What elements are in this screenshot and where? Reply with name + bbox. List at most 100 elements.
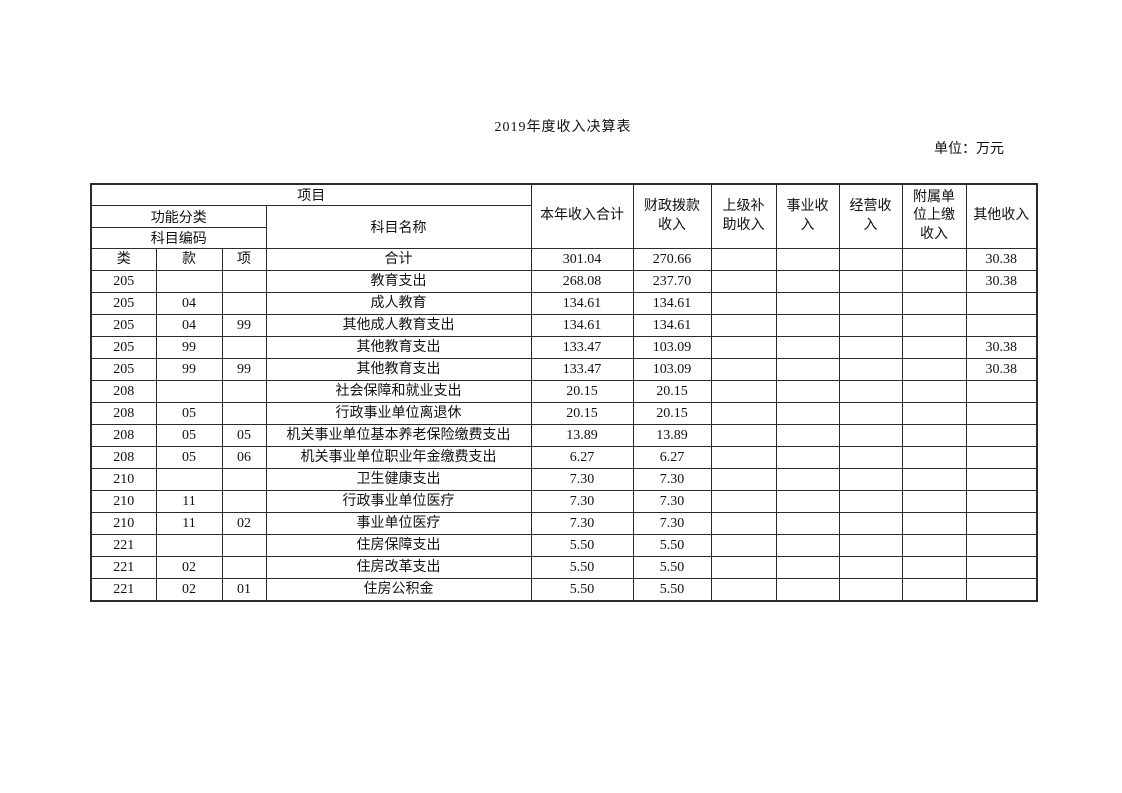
value-cell: 5.50 bbox=[530, 578, 634, 602]
subject-code-header: 科目编码 bbox=[90, 227, 267, 249]
value-cell bbox=[901, 358, 967, 381]
value-cell bbox=[775, 314, 840, 337]
subject-name-cell: 教育支出 bbox=[265, 270, 532, 293]
code-cell-section bbox=[155, 534, 223, 557]
functional-class-header: 功能分类 bbox=[90, 205, 267, 228]
col-header-operating-revenue: 经营收 入 bbox=[838, 183, 903, 249]
code-cell-section: 11 bbox=[155, 490, 223, 513]
value-cell bbox=[775, 270, 840, 293]
value-cell bbox=[775, 468, 840, 491]
table-row: 221 02 住房改革支出 5.50 5.50 bbox=[90, 556, 1038, 579]
value-cell: 237.70 bbox=[632, 270, 712, 293]
code-cell-class: 208 bbox=[90, 402, 157, 425]
subject-name-cell: 行政事业单位医疗 bbox=[265, 490, 532, 513]
value-cell bbox=[775, 534, 840, 557]
subject-name-cell: 住房改革支出 bbox=[265, 556, 532, 579]
value-cell: 13.89 bbox=[632, 424, 712, 447]
value-cell bbox=[775, 446, 840, 469]
code-cell-item bbox=[221, 402, 267, 425]
value-cell bbox=[901, 336, 967, 359]
value-cell: 20.15 bbox=[632, 402, 712, 425]
value-cell bbox=[901, 446, 967, 469]
table-row: 208 05 05 机关事业单位基本养老保险缴费支出 13.89 13.89 bbox=[90, 424, 1038, 447]
value-cell bbox=[775, 292, 840, 315]
code-cell-item bbox=[221, 556, 267, 579]
value-cell: 20.15 bbox=[530, 380, 634, 403]
value-cell: 6.27 bbox=[632, 446, 712, 469]
col-header-annual-total-revenue: 本年收入合计 bbox=[530, 183, 634, 249]
code-cell-class: 205 bbox=[90, 314, 157, 337]
value-cell bbox=[965, 292, 1038, 315]
header-row-project: 项目 本年收入合计 财政拨款 收入 上级补 助收入 事业收 入 经营收 入 附属… bbox=[90, 183, 1038, 249]
table-row: 205 04 99 其他成人教育支出 134.61 134.61 bbox=[90, 314, 1038, 337]
value-cell bbox=[710, 468, 777, 491]
value-cell bbox=[901, 490, 967, 513]
subject-name-cell: 合计 bbox=[265, 248, 532, 271]
subject-name-cell: 社会保障和就业支出 bbox=[265, 380, 532, 403]
value-cell: 5.50 bbox=[530, 534, 634, 557]
value-cell: 5.50 bbox=[632, 534, 712, 557]
value-cell bbox=[710, 336, 777, 359]
value-cell bbox=[838, 270, 903, 293]
code-cell-section bbox=[155, 270, 223, 293]
table-row: 205 99 99 其他教育支出 133.47 103.09 30.38 bbox=[90, 358, 1038, 381]
code-cell-item: 项 bbox=[221, 248, 267, 271]
code-cell-class: 205 bbox=[90, 336, 157, 359]
value-cell bbox=[901, 534, 967, 557]
value-cell bbox=[838, 424, 903, 447]
value-cell bbox=[901, 512, 967, 535]
value-cell bbox=[901, 314, 967, 337]
code-cell-class: 205 bbox=[90, 270, 157, 293]
col-header-other-revenue: 其他收入 bbox=[965, 183, 1038, 249]
value-cell: 133.47 bbox=[530, 336, 634, 359]
table-row: 210 11 行政事业单位医疗 7.30 7.30 bbox=[90, 490, 1038, 513]
value-cell bbox=[710, 314, 777, 337]
value-cell: 30.38 bbox=[965, 358, 1038, 381]
value-cell bbox=[838, 336, 903, 359]
value-cell bbox=[710, 512, 777, 535]
value-cell bbox=[838, 358, 903, 381]
value-cell: 133.47 bbox=[530, 358, 634, 381]
value-cell bbox=[710, 556, 777, 579]
value-cell bbox=[901, 380, 967, 403]
value-cell: 134.61 bbox=[632, 292, 712, 315]
value-cell bbox=[838, 468, 903, 491]
value-cell bbox=[775, 578, 840, 602]
value-cell bbox=[838, 248, 903, 271]
col-header-business-revenue: 事业收 入 bbox=[775, 183, 840, 249]
value-cell bbox=[901, 402, 967, 425]
value-cell bbox=[710, 578, 777, 602]
code-cell-class: 221 bbox=[90, 578, 157, 602]
code-cell-item bbox=[221, 270, 267, 293]
code-cell-section: 05 bbox=[155, 402, 223, 425]
code-cell-class: 210 bbox=[90, 468, 157, 491]
table-subheader-row: 类款项合计 301.04 270.66 30.38 bbox=[90, 248, 1038, 271]
value-cell: 134.61 bbox=[632, 314, 712, 337]
value-cell: 20.15 bbox=[530, 402, 634, 425]
value-cell: 103.09 bbox=[632, 336, 712, 359]
page-title: 2019年度收入决算表 bbox=[494, 120, 632, 135]
value-cell bbox=[838, 534, 903, 557]
value-cell bbox=[901, 424, 967, 447]
value-cell: 5.50 bbox=[530, 556, 634, 579]
value-cell bbox=[710, 534, 777, 557]
code-cell-item: 06 bbox=[221, 446, 267, 469]
subject-name-cell: 成人教育 bbox=[265, 292, 532, 315]
value-cell bbox=[775, 380, 840, 403]
value-cell: 30.38 bbox=[965, 270, 1038, 293]
value-cell bbox=[965, 556, 1038, 579]
value-cell bbox=[775, 490, 840, 513]
subject-name-cell: 卫生健康支出 bbox=[265, 468, 532, 491]
table-row: 221 02 01 住房公积金 5.50 5.50 bbox=[90, 578, 1038, 602]
value-cell: 7.30 bbox=[530, 468, 634, 491]
document-sheet: 2019年度收入决算表 单位：万元 项目 本年收入合计 财政拨款 收入 上级补 … bbox=[90, 0, 1038, 602]
subject-name-cell: 机关事业单位职业年金缴费支出 bbox=[265, 446, 532, 469]
code-cell-section: 99 bbox=[155, 358, 223, 381]
value-cell bbox=[775, 336, 840, 359]
value-cell: 5.50 bbox=[632, 578, 712, 602]
value-cell bbox=[901, 578, 967, 602]
table-row: 208 05 06 机关事业单位职业年金缴费支出 6.27 6.27 bbox=[90, 446, 1038, 469]
code-cell-section: 05 bbox=[155, 446, 223, 469]
value-cell bbox=[838, 314, 903, 337]
